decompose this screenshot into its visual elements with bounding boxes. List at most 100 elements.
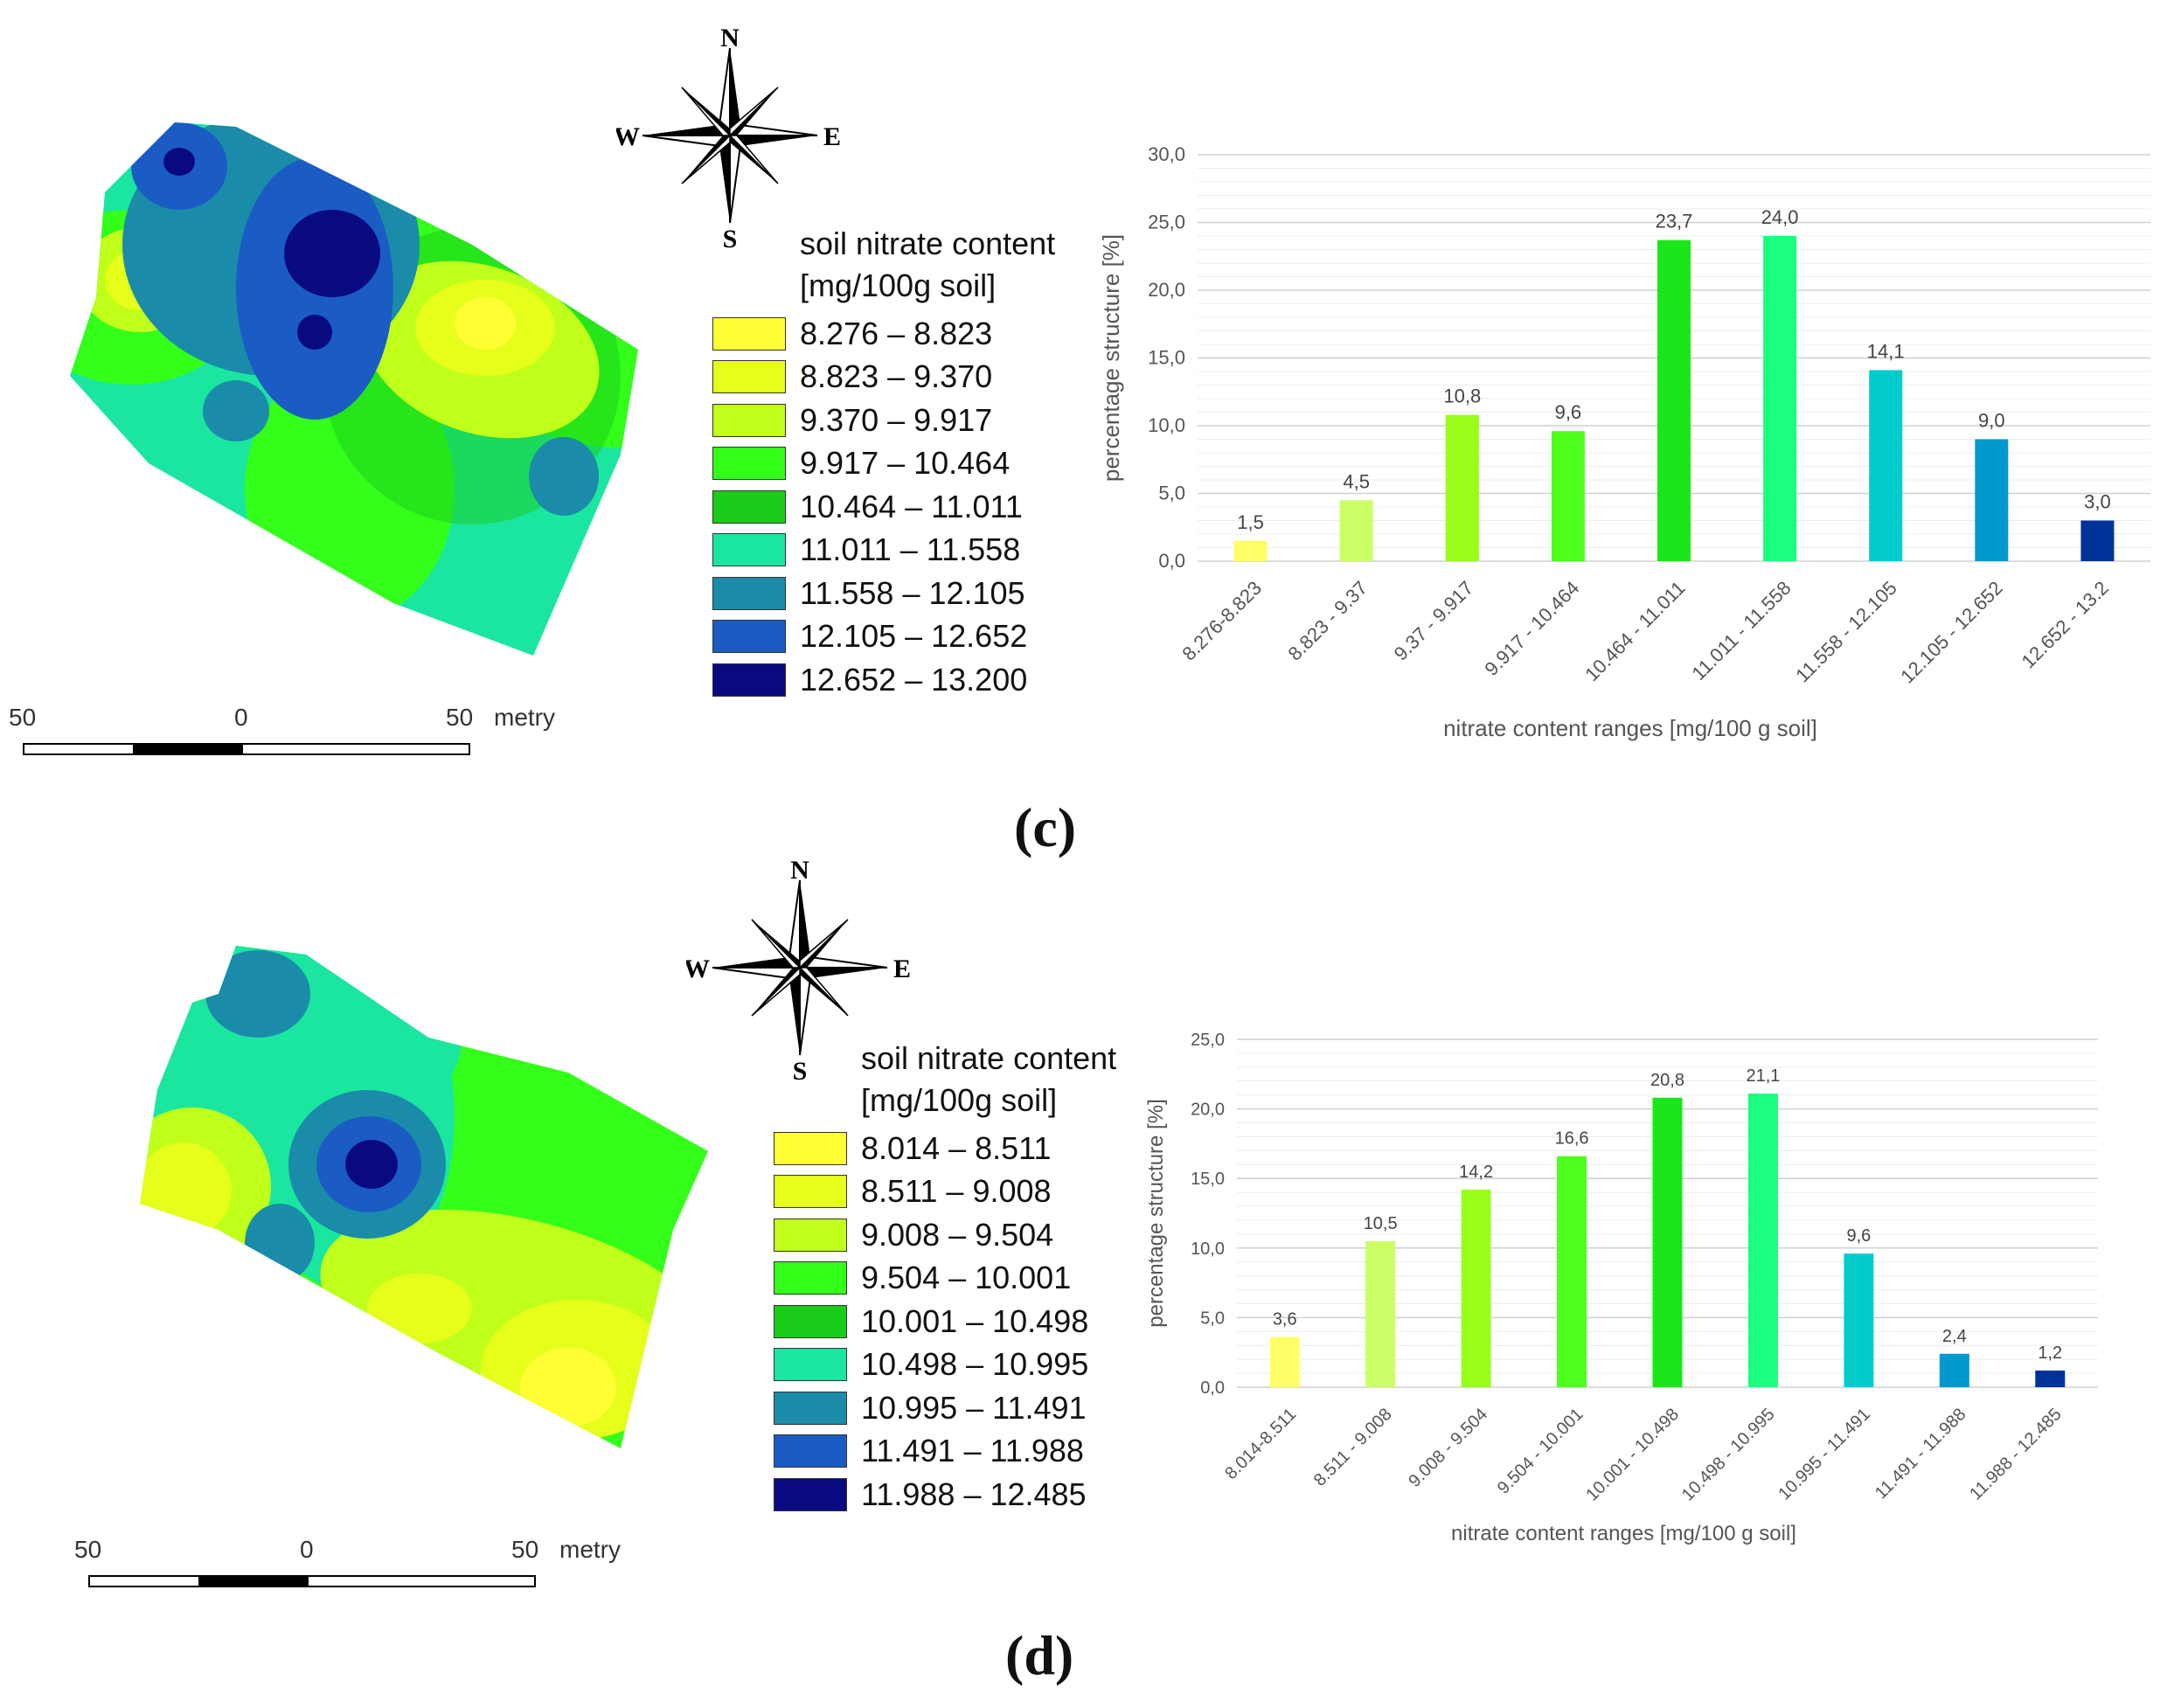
compass-w-label: W <box>616 122 640 151</box>
legend-label: 8.511 – 9.008 <box>861 1173 1052 1210</box>
legend-label: 8.823 – 9.370 <box>800 358 993 395</box>
legend-items: 8.276 – 8.823 8.823 – 9.370 9.370 – 9.917 9… <box>712 312 1055 702</box>
x-tick-label: 9.504 - 10.001 <box>1494 1405 1587 1498</box>
nitrate-map-c <box>70 122 638 656</box>
nitrate-map-d <box>140 946 708 1448</box>
data-label: 10,8 <box>1443 385 1481 407</box>
legend-label: 12.105 – 12.652 <box>800 618 1028 655</box>
x-tick-label: 12.652 - 13.2 <box>2018 577 2113 672</box>
y-tick-label: 20,0 <box>1148 279 1185 301</box>
legend-label: 10.464 – 11.011 <box>800 488 1023 524</box>
data-label: 14,2 <box>1459 1163 1493 1182</box>
data-label: 1,2 <box>2038 1343 2062 1363</box>
legend-item: 12.652 – 13.200 <box>712 658 1055 702</box>
y-tick-label: 20,0 <box>1191 1100 1225 1120</box>
scale-unit-label: metry <box>494 704 555 731</box>
legend-swatch <box>774 1175 847 1209</box>
legend-swatch <box>712 533 786 567</box>
legend-item: 11.988 – 12.485 <box>774 1473 1116 1517</box>
scale-left-label: 50 <box>9 704 37 731</box>
y-tick-label: 10,0 <box>1191 1239 1225 1259</box>
legend-item: 11.011 – 11.558 <box>712 529 1055 573</box>
legend-item: 11.558 – 12.105 <box>712 572 1055 615</box>
compass-w-label: W <box>686 955 710 983</box>
x-tick-label: 11.491 - 11.988 <box>1872 1405 1970 1503</box>
legend-item: 10.995 – 11.491 <box>774 1386 1116 1430</box>
legend-item: 10.464 – 11.011 <box>712 485 1055 529</box>
data-label: 23,7 <box>1656 211 1693 233</box>
legend-swatch <box>774 1391 847 1425</box>
y-tick-label: 5,0 <box>1200 1309 1225 1328</box>
y-tick-label: 0,0 <box>1158 550 1185 572</box>
x-tick-label: 8.014-8.511 <box>1221 1405 1300 1483</box>
x-tick-label: 11.558 - 12.105 <box>1791 577 1901 687</box>
data-label: 4,5 <box>1343 470 1370 492</box>
bar <box>2035 1370 2066 1387</box>
legend-swatch <box>712 360 786 394</box>
y-tick-label: 25,0 <box>1148 212 1185 233</box>
map-legend: soil nitrate content [mg/100g soil] 8.27… <box>712 223 1055 702</box>
legend-swatch <box>774 1218 847 1252</box>
x-tick-label: 8.511 - 9.008 <box>1310 1405 1396 1490</box>
bar <box>1269 1337 1300 1387</box>
legend-title-line2: [mg/100g soil] <box>861 1082 1058 1118</box>
bar <box>1365 1240 1396 1387</box>
compass-rose: N S E W <box>686 856 911 1081</box>
bar <box>1869 370 1903 561</box>
bar <box>1445 414 1479 561</box>
bar <box>1747 1094 1778 1387</box>
y-tick-label: 15,0 <box>1148 347 1185 369</box>
data-label: 10,5 <box>1364 1214 1398 1233</box>
x-tick-label: 12.105 - 12.652 <box>1896 577 2007 688</box>
legend-swatch <box>774 1434 847 1468</box>
compass-e-label: E <box>893 955 911 983</box>
y-axis-title: percentage structure [%] <box>1098 234 1124 482</box>
legend-item: 8.511 – 9.008 <box>774 1170 1116 1214</box>
legend-item: 10.001 – 10.498 <box>774 1300 1116 1343</box>
legend-label: 11.491 – 11.988 <box>861 1433 1084 1469</box>
x-tick-label: 9.917 - 10.464 <box>1480 577 1583 680</box>
x-axis-title: nitrate content ranges [mg/100 g soil] <box>1443 715 1817 741</box>
scale-bar: 50 0 50 metry <box>74 1536 634 1606</box>
data-label: 3,0 <box>2084 491 2111 513</box>
data-label: 20,8 <box>1650 1071 1684 1090</box>
bar <box>1551 431 1585 561</box>
compass-s-label: S <box>723 225 738 249</box>
scale-left-label: 50 <box>74 1536 102 1563</box>
bar <box>1652 1097 1683 1387</box>
data-label: 16,6 <box>1555 1129 1589 1149</box>
legend-label: 8.014 – 8.511 <box>861 1129 1052 1166</box>
legend-swatch <box>774 1304 847 1338</box>
legend-label: 12.652 – 13.200 <box>800 661 1028 698</box>
scale-mid-label: 0 <box>234 704 248 731</box>
data-label: 9,0 <box>1978 410 2005 432</box>
bar <box>2080 520 2115 561</box>
bar <box>1461 1189 1491 1387</box>
scale-bar-track <box>88 1575 536 1587</box>
data-label: 9,6 <box>1846 1226 1871 1246</box>
legend-label: 10.995 – 11.491 <box>861 1389 1087 1426</box>
legend-swatch <box>712 489 786 524</box>
y-axis-title: percentage structure [%] <box>1144 1099 1168 1327</box>
scale-right-label: 50 <box>446 704 474 731</box>
panel-label-c: (c) <box>1014 796 1077 858</box>
x-tick-label: 10.001 - 10.498 <box>1582 1405 1683 1505</box>
compass-n-label: N <box>720 24 740 52</box>
scale-bar-segment <box>133 745 243 753</box>
legend-swatch <box>712 663 786 697</box>
legend-title-line2: [mg/100g soil] <box>800 267 997 303</box>
legend-item: 8.823 – 9.370 <box>712 356 1055 399</box>
y-tick-label: 5,0 <box>1158 483 1185 504</box>
legend-label: 11.988 – 12.485 <box>861 1475 1087 1512</box>
legend-title-line1: soil nitrate content <box>861 1040 1117 1076</box>
data-label: 14,1 <box>1867 340 1905 362</box>
legend-item: 9.504 – 10.001 <box>774 1257 1116 1301</box>
x-tick-label: 11.011 - 11.558 <box>1687 577 1795 684</box>
legend-swatch <box>774 1131 847 1165</box>
panel-c: N S E W soil nitrate content [mg/100g so… <box>9 24 2150 858</box>
y-tick-label: 10,0 <box>1148 414 1185 436</box>
y-tick-label: 15,0 <box>1191 1170 1225 1189</box>
legend-swatch <box>774 1261 847 1295</box>
legend-swatch <box>712 316 786 351</box>
bar <box>1557 1156 1587 1387</box>
